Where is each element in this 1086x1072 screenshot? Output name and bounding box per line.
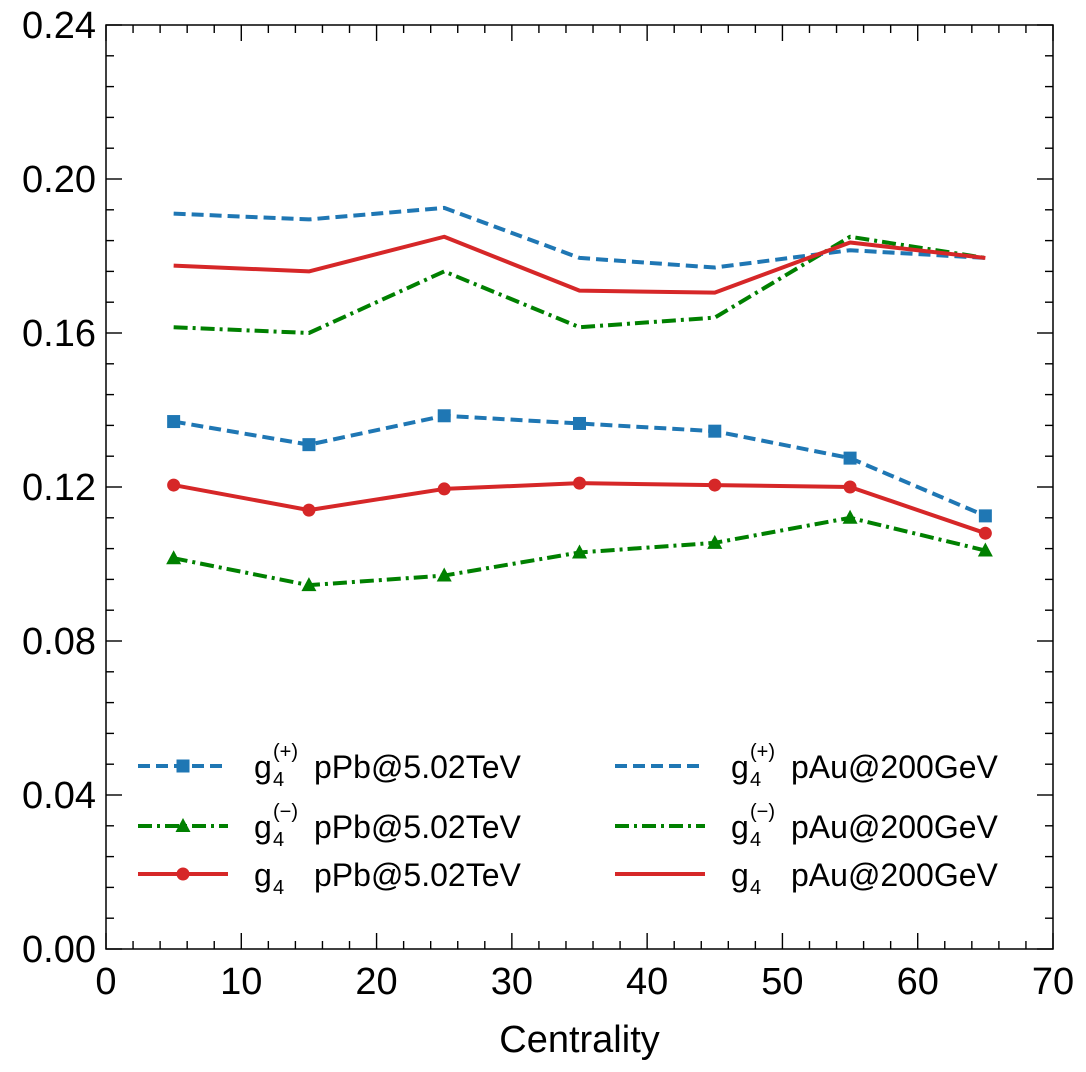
y-tick-label: 0.08 <box>22 621 96 663</box>
series-3 <box>173 205 986 270</box>
legend-symbol: g <box>254 749 272 785</box>
x-tick-label: 30 <box>491 961 533 1003</box>
series-5 <box>173 234 986 295</box>
data-point <box>166 550 182 565</box>
data-point <box>301 577 317 592</box>
data-point <box>843 480 857 494</box>
legend-superscript: (+) <box>273 741 298 763</box>
axis-ticks <box>105 24 1054 950</box>
legend-subscript: 4 <box>750 829 761 851</box>
data-point <box>843 451 857 465</box>
legend-label: pAu@200GeV <box>791 809 999 845</box>
legend-label: pAu@200GeV <box>791 857 999 893</box>
legend-item: g 4 (−) pPb@5.02TeV <box>138 801 522 851</box>
data-point <box>437 482 451 496</box>
legend-item: g 4 (+) pPb@5.02TeV <box>138 741 522 791</box>
x-tick-label: 0 <box>95 961 116 1003</box>
plot-frame <box>105 24 1054 950</box>
data-point <box>436 567 452 582</box>
series-layer <box>166 205 993 592</box>
series-1 <box>166 509 993 592</box>
data-point <box>708 424 722 438</box>
x-tick-label: 70 <box>1032 961 1074 1003</box>
legend-subscript: 4 <box>273 877 284 899</box>
y-tick-label: 0.04 <box>22 775 96 817</box>
legend-symbol: g <box>254 809 272 845</box>
data-point <box>573 476 586 490</box>
y-tick-label: 0.24 <box>22 5 96 47</box>
y-tick-label: 0.16 <box>22 313 96 355</box>
legend-label: pPb@5.02TeV <box>314 749 522 785</box>
legend-marker <box>176 867 190 881</box>
legend-marker <box>176 759 190 773</box>
legend-subscript: 4 <box>273 769 284 791</box>
legend-subscript: 4 <box>750 877 761 899</box>
legend-superscript: (−) <box>273 801 298 823</box>
data-point <box>573 416 586 430</box>
x-tick-label: 40 <box>626 961 668 1003</box>
series-0 <box>167 409 992 523</box>
data-point <box>978 526 992 540</box>
data-point <box>708 478 722 492</box>
series-line <box>173 234 986 335</box>
data-point <box>437 409 451 423</box>
legend-subscript: 4 <box>750 769 761 791</box>
data-point <box>977 542 993 557</box>
legend-superscript: (−) <box>750 801 775 823</box>
x-tick-label: 20 <box>355 961 397 1003</box>
y-tick-label: 0.00 <box>22 929 96 971</box>
data-point <box>302 438 316 452</box>
legend-item: g 4 pPb@5.02TeV <box>138 857 522 899</box>
legend-label: pAu@200GeV <box>791 749 999 785</box>
series-line <box>173 205 986 270</box>
data-point <box>842 509 858 524</box>
data-point <box>302 503 316 517</box>
legend-symbol: g <box>731 749 749 785</box>
x-tick-label: 50 <box>761 961 803 1003</box>
legend-symbol: g <box>731 857 749 893</box>
x-axis-title: Centrality <box>499 1019 660 1061</box>
series-line <box>173 413 987 518</box>
legend-item: g 4 (−) pAu@200GeV <box>615 801 999 851</box>
legend-label: pPb@5.02TeV <box>314 809 522 845</box>
data-point <box>707 534 723 549</box>
legend-marker <box>175 818 191 832</box>
legend-item: g 4 (+) pAu@200GeV <box>615 741 999 791</box>
series-line <box>173 234 986 295</box>
series-4 <box>173 234 986 335</box>
series-line <box>173 481 987 536</box>
legend-superscript: (+) <box>750 741 775 763</box>
data-point <box>167 415 181 429</box>
tick-labels: 0 10 20 30 40 50 60 70 0.00 0.04 0.08 0.12 0.16 0.20 0… <box>22 5 1074 1003</box>
x-tick-label: 60 <box>897 961 939 1003</box>
legend-subscript: 4 <box>273 829 284 851</box>
x-tick-label: 10 <box>220 961 262 1003</box>
legend-label: pPb@5.02TeV <box>314 857 522 893</box>
legend-symbol: g <box>731 809 749 845</box>
legend-item: g 4 pAu@200GeV <box>615 857 999 899</box>
y-tick-label: 0.20 <box>22 159 96 201</box>
data-point <box>167 478 181 492</box>
series-2 <box>167 476 992 540</box>
legend-symbol: g <box>254 857 272 893</box>
data-point <box>572 544 587 559</box>
y-tick-label: 0.12 <box>22 467 96 509</box>
data-point <box>978 509 992 523</box>
